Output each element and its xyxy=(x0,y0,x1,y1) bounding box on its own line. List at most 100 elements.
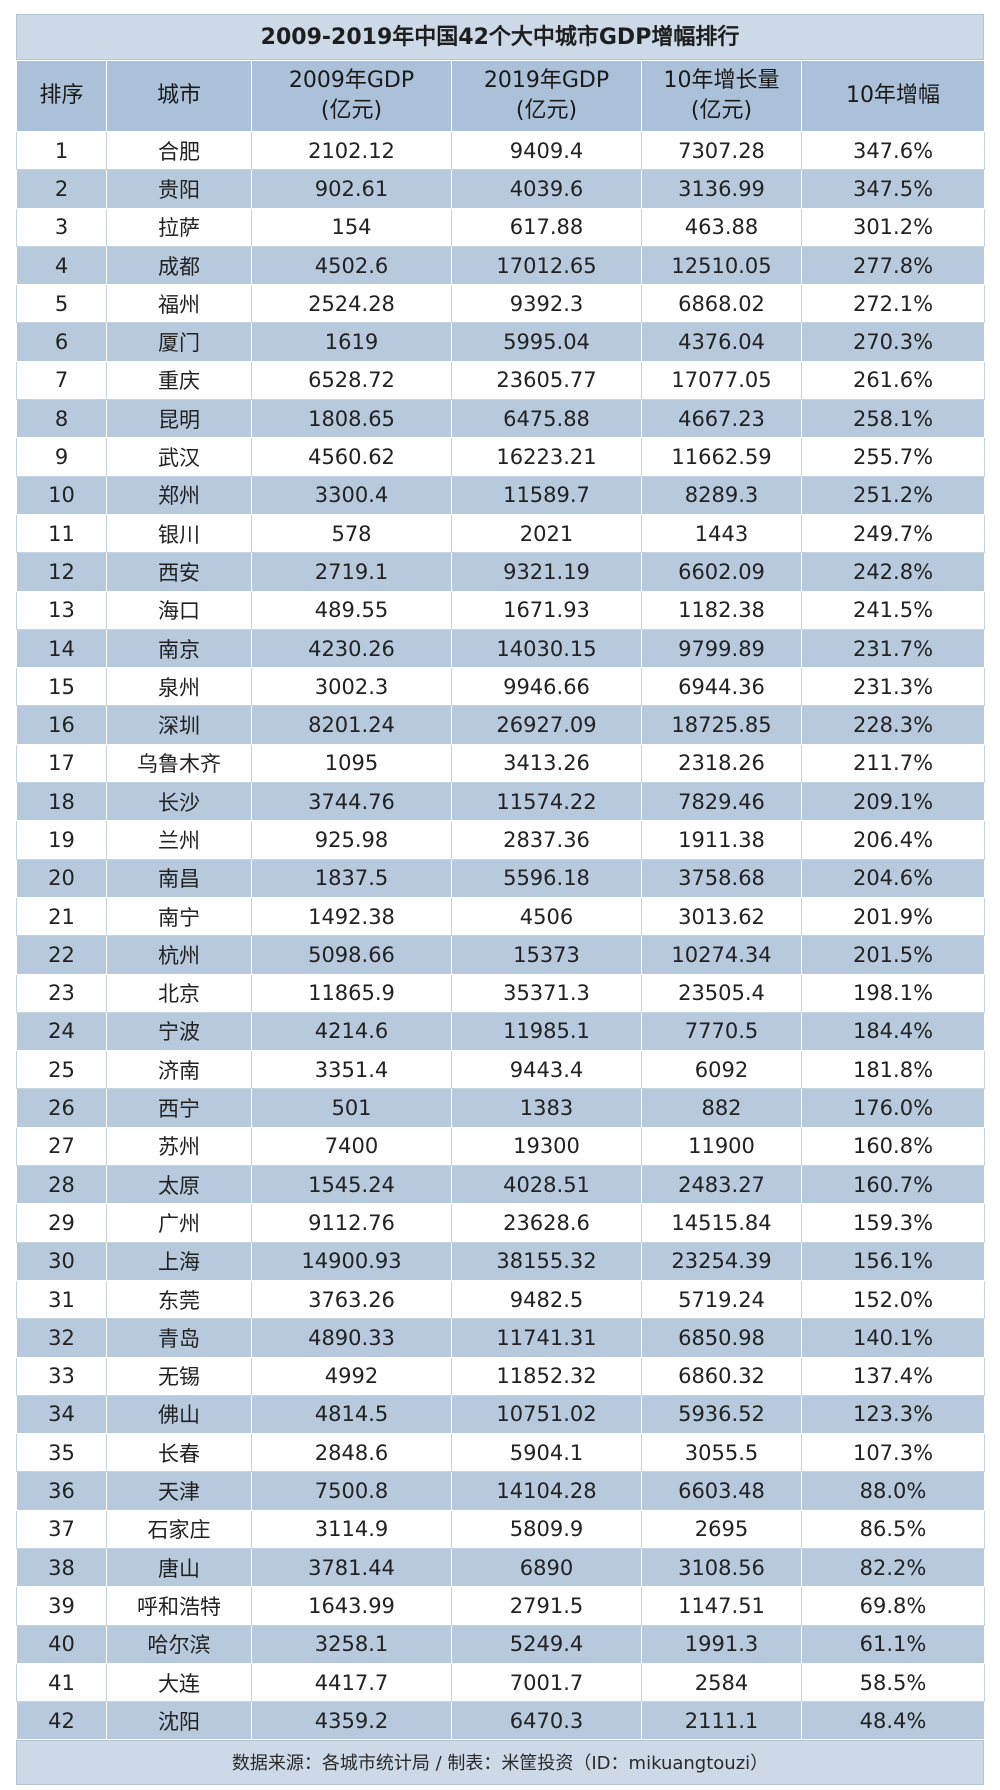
header-growth-line2: (亿元) xyxy=(690,98,753,123)
table-row: 40 哈尔滨 3258.1 5249.4 1991.3 61.1% xyxy=(16,1624,985,1664)
table-row: 1 合肥 2102.12 9409.4 7307.28 347.6% xyxy=(16,130,985,171)
rate-cell: 231.7% xyxy=(801,628,985,669)
rate-cell: 228.3% xyxy=(801,705,985,745)
gdp-2009-cell: 902.61 xyxy=(251,169,452,209)
rate-cell: 140.1% xyxy=(801,1318,985,1358)
city-cell: 佛山 xyxy=(106,1394,252,1435)
growth-cell: 5936.52 xyxy=(641,1394,802,1435)
rank-cell: 23 xyxy=(16,973,107,1013)
table-row: 2 贵阳 902.61 4039.6 3136.99 347.5% xyxy=(16,169,985,209)
rank-cell: 3 xyxy=(16,207,107,247)
gdp-2009-cell: 4890.33 xyxy=(251,1318,452,1358)
rate-cell: 181.8% xyxy=(801,1050,985,1090)
growth-cell: 3055.5 xyxy=(641,1433,802,1473)
rank-cell: 12 xyxy=(16,552,107,592)
table-title: 2009-2019年中国42个大中城市GDP增幅排行 xyxy=(16,14,984,60)
gdp-2019-cell: 3413.26 xyxy=(451,743,642,784)
gdp-2019-cell: 1671.93 xyxy=(451,590,642,630)
table-row: 29 广州 9112.76 23628.6 14515.84 159.3% xyxy=(16,1203,985,1243)
gdp-2009-cell: 4992 xyxy=(251,1356,452,1396)
rank-cell: 16 xyxy=(16,705,107,745)
city-cell: 青岛 xyxy=(106,1318,252,1358)
table-row: 37 石家庄 3114.9 5809.9 2695 86.5% xyxy=(16,1509,985,1549)
table-row: 4 成都 4502.6 17012.65 12510.05 277.8% xyxy=(16,245,985,286)
rank-cell: 19 xyxy=(16,820,107,860)
gdp-2019-cell: 9409.4 xyxy=(451,130,642,171)
table-row: 12 西安 2719.1 9321.19 6602.09 242.8% xyxy=(16,552,985,592)
gdp-2019-cell: 2021 xyxy=(451,513,642,554)
table-row: 28 太原 1545.24 4028.51 2483.27 160.7% xyxy=(16,1165,985,1205)
rank-cell: 41 xyxy=(16,1662,107,1703)
growth-cell: 23505.4 xyxy=(641,973,802,1013)
rank-cell: 11 xyxy=(16,513,107,554)
table-row: 25 济南 3351.4 9443.4 6092 181.8% xyxy=(16,1050,985,1090)
table-row: 19 兰州 925.98 2837.36 1911.38 206.4% xyxy=(16,820,985,860)
gdp-2019-cell: 5904.1 xyxy=(451,1433,642,1473)
gdp-2009-cell: 925.98 xyxy=(251,820,452,860)
gdp-2019-cell: 4506 xyxy=(451,896,642,937)
gdp-2009-cell: 3744.76 xyxy=(251,782,452,822)
gdp-2019-cell: 11589.7 xyxy=(451,475,642,515)
city-cell: 石家庄 xyxy=(106,1509,252,1549)
growth-cell: 3758.68 xyxy=(641,858,802,898)
growth-cell: 2318.26 xyxy=(641,743,802,784)
rank-cell: 39 xyxy=(16,1586,107,1626)
city-cell: 苏州 xyxy=(106,1126,252,1167)
rate-cell: 272.1% xyxy=(801,284,985,324)
rate-cell: 198.1% xyxy=(801,973,985,1013)
table-row: 39 呼和浩特 1643.99 2791.5 1147.51 69.8% xyxy=(16,1586,985,1626)
city-cell: 哈尔滨 xyxy=(106,1624,252,1664)
gdp-2019-cell: 10751.02 xyxy=(451,1394,642,1435)
table-row: 21 南宁 1492.38 4506 3013.62 201.9% xyxy=(16,896,985,937)
growth-cell: 6944.36 xyxy=(641,667,802,707)
rate-cell: 242.8% xyxy=(801,552,985,592)
table-row: 13 海口 489.55 1671.93 1182.38 241.5% xyxy=(16,590,985,630)
growth-cell: 6602.09 xyxy=(641,552,802,592)
gdp-2009-cell: 9112.76 xyxy=(251,1203,452,1243)
rank-cell: 35 xyxy=(16,1433,107,1473)
gdp-2019-cell: 26927.09 xyxy=(451,705,642,745)
city-cell: 西安 xyxy=(106,552,252,592)
rate-cell: 255.7% xyxy=(801,437,985,477)
gdp-2009-cell: 4560.62 xyxy=(251,437,452,477)
rank-cell: 34 xyxy=(16,1394,107,1435)
rate-cell: 160.8% xyxy=(801,1126,985,1167)
rate-cell: 58.5% xyxy=(801,1662,985,1703)
city-cell: 南宁 xyxy=(106,896,252,937)
header-rank: 排序 xyxy=(16,60,107,132)
gdp-2019-cell: 6470.3 xyxy=(451,1701,642,1741)
growth-cell: 12510.05 xyxy=(641,245,802,286)
rank-cell: 7 xyxy=(16,360,107,401)
rank-cell: 42 xyxy=(16,1701,107,1741)
growth-cell: 2584 xyxy=(641,1662,802,1703)
gdp-2009-cell: 7400 xyxy=(251,1126,452,1167)
table-row: 10 郑州 3300.4 11589.7 8289.3 251.2% xyxy=(16,475,985,515)
gdp-2019-cell: 6475.88 xyxy=(451,399,642,439)
table-row: 30 上海 14900.93 38155.32 23254.39 156.1% xyxy=(16,1241,985,1281)
gdp-2019-cell: 5809.9 xyxy=(451,1509,642,1549)
rank-cell: 2 xyxy=(16,169,107,209)
city-cell: 无锡 xyxy=(106,1356,252,1396)
growth-cell: 6868.02 xyxy=(641,284,802,324)
gdp-2009-cell: 578 xyxy=(251,513,452,554)
rank-cell: 38 xyxy=(16,1547,107,1588)
city-cell: 兰州 xyxy=(106,820,252,860)
gdp-2019-cell: 9321.19 xyxy=(451,552,642,592)
rank-cell: 30 xyxy=(16,1241,107,1281)
city-cell: 宁波 xyxy=(106,1011,252,1052)
rate-cell: 61.1% xyxy=(801,1624,985,1664)
growth-cell: 1443 xyxy=(641,513,802,554)
city-cell: 太原 xyxy=(106,1165,252,1205)
gdp-2019-cell: 7001.7 xyxy=(451,1662,642,1703)
rank-cell: 27 xyxy=(16,1126,107,1167)
rate-cell: 160.7% xyxy=(801,1165,985,1205)
table-row: 5 福州 2524.28 9392.3 6868.02 272.1% xyxy=(16,284,985,324)
table-row: 6 厦门 1619 5995.04 4376.04 270.3% xyxy=(16,322,985,362)
table-row: 38 唐山 3781.44 6890 3108.56 82.2% xyxy=(16,1547,985,1588)
header-gdp-2019: 2019年GDP (亿元) xyxy=(451,60,642,132)
city-cell: 呼和浩特 xyxy=(106,1586,252,1626)
gdp-2019-cell: 4028.51 xyxy=(451,1165,642,1205)
gdp-2009-cell: 501 xyxy=(251,1088,452,1128)
gdp-2019-cell: 15373 xyxy=(451,935,642,975)
rank-cell: 26 xyxy=(16,1088,107,1128)
